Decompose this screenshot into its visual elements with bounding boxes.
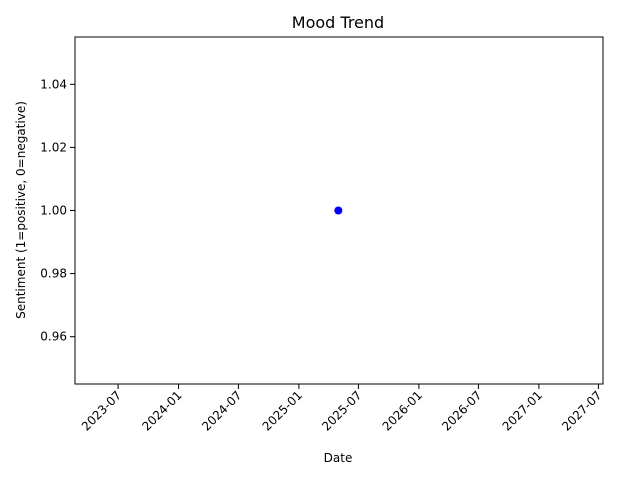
x-axis-label: Date [324,451,353,465]
chart-title: Mood Trend [292,13,384,32]
data-points [334,206,343,215]
y-tick-label: 0.96 [40,330,67,344]
y-tick-label: 1.00 [40,204,67,218]
y-tick-label: 1.04 [40,77,67,91]
y-axis-label: Sentiment (1=positive, 0=negative) [14,101,28,319]
data-point [334,206,343,215]
y-axis-ticks: 0.96 0.98 1.00 1.02 1.04 [40,77,75,344]
y-tick-label: 1.02 [40,140,67,154]
y-tick-label: 0.98 [40,267,67,281]
